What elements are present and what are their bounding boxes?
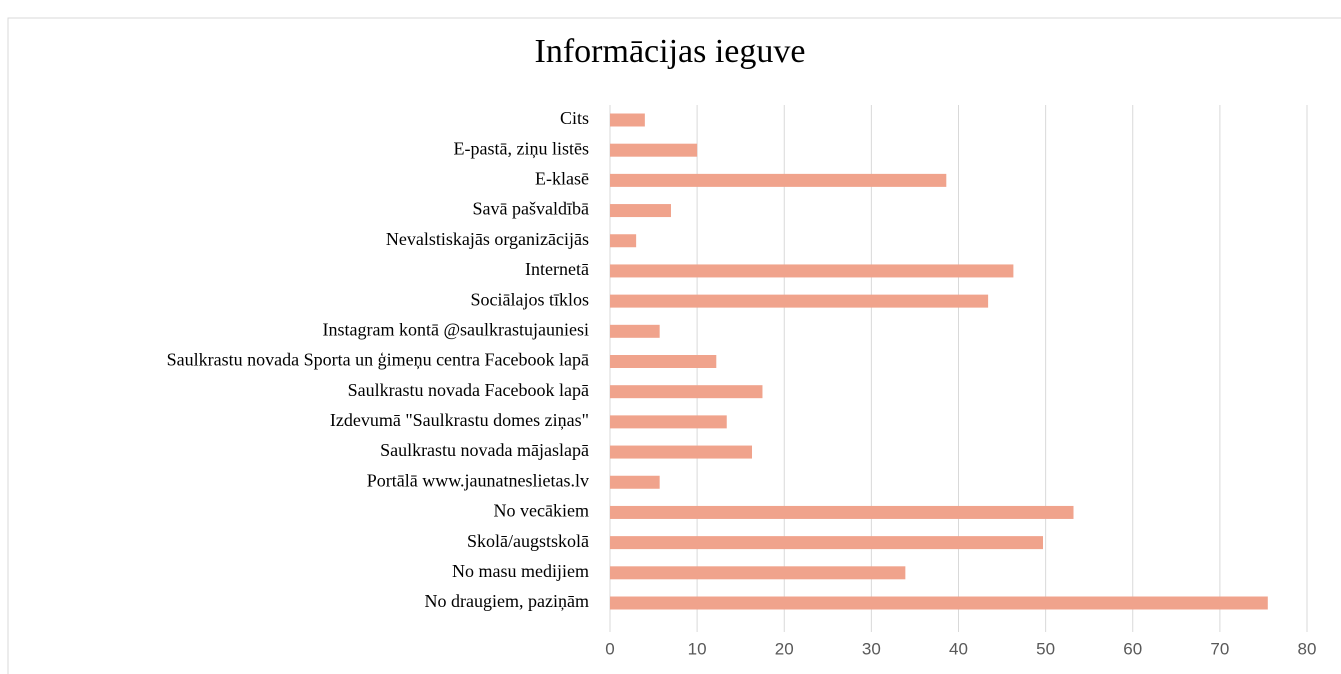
y-tick-label: Internetā (525, 259, 589, 279)
bar (610, 566, 906, 580)
bar (610, 536, 1044, 550)
chart-title: Informācijas ieguve (535, 33, 806, 70)
y-tick-label: Sociālajos tīklos (471, 289, 590, 309)
y-tick-label: Savā pašvaldībā (473, 199, 589, 219)
y-tick-label: Saulkrastu novada mājaslapā (380, 440, 589, 460)
y-tick-label: Izdevumā "Saulkrastu domes ziņas" (330, 410, 589, 430)
y-tick-label: No vecākiem (494, 501, 589, 521)
x-tick-label: 10 (688, 639, 707, 658)
y-tick-label: Instagram kontā @saulkrastujauniesi (322, 319, 589, 339)
y-tick-label: Nevalstiskajās organizācijās (386, 229, 589, 249)
y-tick-label: E-pastā, ziņu listēs (454, 138, 589, 158)
bar (610, 385, 763, 399)
y-tick-label: Saulkrastu novada Facebook lapā (348, 380, 589, 400)
x-tick-label: 60 (1123, 639, 1142, 658)
x-tick-label: 30 (862, 639, 881, 658)
bar (610, 505, 1074, 519)
bar (610, 294, 989, 308)
bar (610, 596, 1268, 610)
bar (610, 324, 660, 338)
bar (610, 143, 698, 157)
x-tick-label: 40 (949, 639, 968, 658)
bar (610, 264, 1014, 278)
bar (610, 173, 947, 187)
x-tick-label: 80 (1298, 639, 1317, 658)
y-tick-label: No draugiem, paziņām (425, 591, 589, 611)
y-tick-label: No masu medijiem (452, 561, 589, 581)
x-tick-label: 20 (775, 639, 794, 658)
y-tick-label: E-klasē (535, 169, 589, 189)
bar (610, 445, 753, 459)
bar (610, 475, 660, 489)
x-tick-label: 50 (1036, 639, 1055, 658)
bar (610, 204, 671, 218)
x-tick-label: 0 (605, 639, 614, 658)
y-tick-label: Saulkrastu novada Sporta un ģimeņu centr… (167, 350, 589, 370)
x-tick-label: 70 (1210, 639, 1229, 658)
bar (610, 355, 717, 368)
bar (610, 234, 637, 248)
bar (610, 415, 727, 429)
y-tick-label: Portālā www.jaunatneslietas.lv (367, 470, 589, 490)
chart-border (7, 17, 1341, 674)
y-tick-label: Cits (560, 108, 589, 128)
bar (610, 113, 645, 127)
y-tick-label: Skolā/augstskolā (467, 531, 589, 551)
